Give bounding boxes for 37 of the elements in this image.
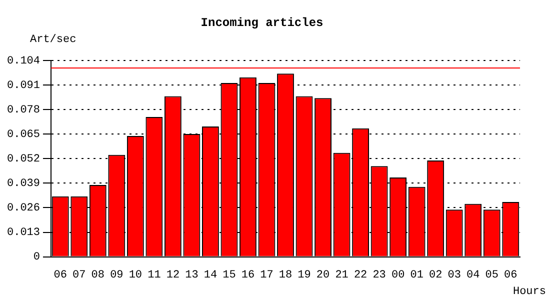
x-tick-label: 09	[110, 269, 124, 282]
y-tick-label: 0.039	[6, 178, 40, 190]
y-tick-label: 0.052	[6, 154, 40, 166]
y-tick-label: 0.013	[6, 227, 40, 240]
x-tick-label: 10	[128, 269, 142, 282]
x-tick-label: 06	[504, 269, 518, 282]
x-tick-label: 01	[410, 269, 424, 282]
x-tick-label: 20	[316, 269, 330, 282]
y-tick-label: 0.065	[6, 128, 40, 141]
x-tick-label: 23	[372, 269, 386, 282]
x-tick-label: 03	[448, 269, 461, 282]
x-tick-label: 17	[260, 269, 274, 282]
x-tick-label: 18	[278, 269, 292, 282]
x-tick-label: 02	[428, 269, 442, 282]
y-tick-label: 0.091	[6, 80, 40, 92]
x-tick-label: 15	[222, 269, 236, 282]
x-tick-label: 21	[335, 269, 349, 282]
y-axis-title: Art/sec	[30, 34, 76, 46]
x-tick-label: 06	[54, 269, 67, 282]
x-tick-label: 00	[391, 269, 405, 282]
x-tick-label: 12	[166, 269, 180, 282]
y-tick-label: 0	[33, 252, 40, 264]
x-tick-label: 13	[185, 269, 198, 282]
x-tick-label: 11	[148, 269, 162, 282]
x-tick-label: 19	[298, 269, 311, 282]
y-tick-label: 0.078	[6, 104, 40, 116]
chart-title: Incoming articles	[200, 16, 324, 30]
y-tick-label: 0.026	[6, 202, 40, 215]
x-tick-label: 07	[72, 269, 86, 282]
x-tick-label: 22	[354, 269, 368, 282]
x-tick-label: 08	[91, 269, 105, 282]
x-tick-label: 05	[485, 269, 498, 282]
y-tick-label: 0.104	[6, 55, 40, 68]
x-tick-label: 16	[241, 269, 255, 282]
x-tick-label: 14	[204, 269, 218, 282]
x-tick-label: 04	[466, 269, 480, 282]
x-axis-title: Hours	[512, 286, 546, 298]
